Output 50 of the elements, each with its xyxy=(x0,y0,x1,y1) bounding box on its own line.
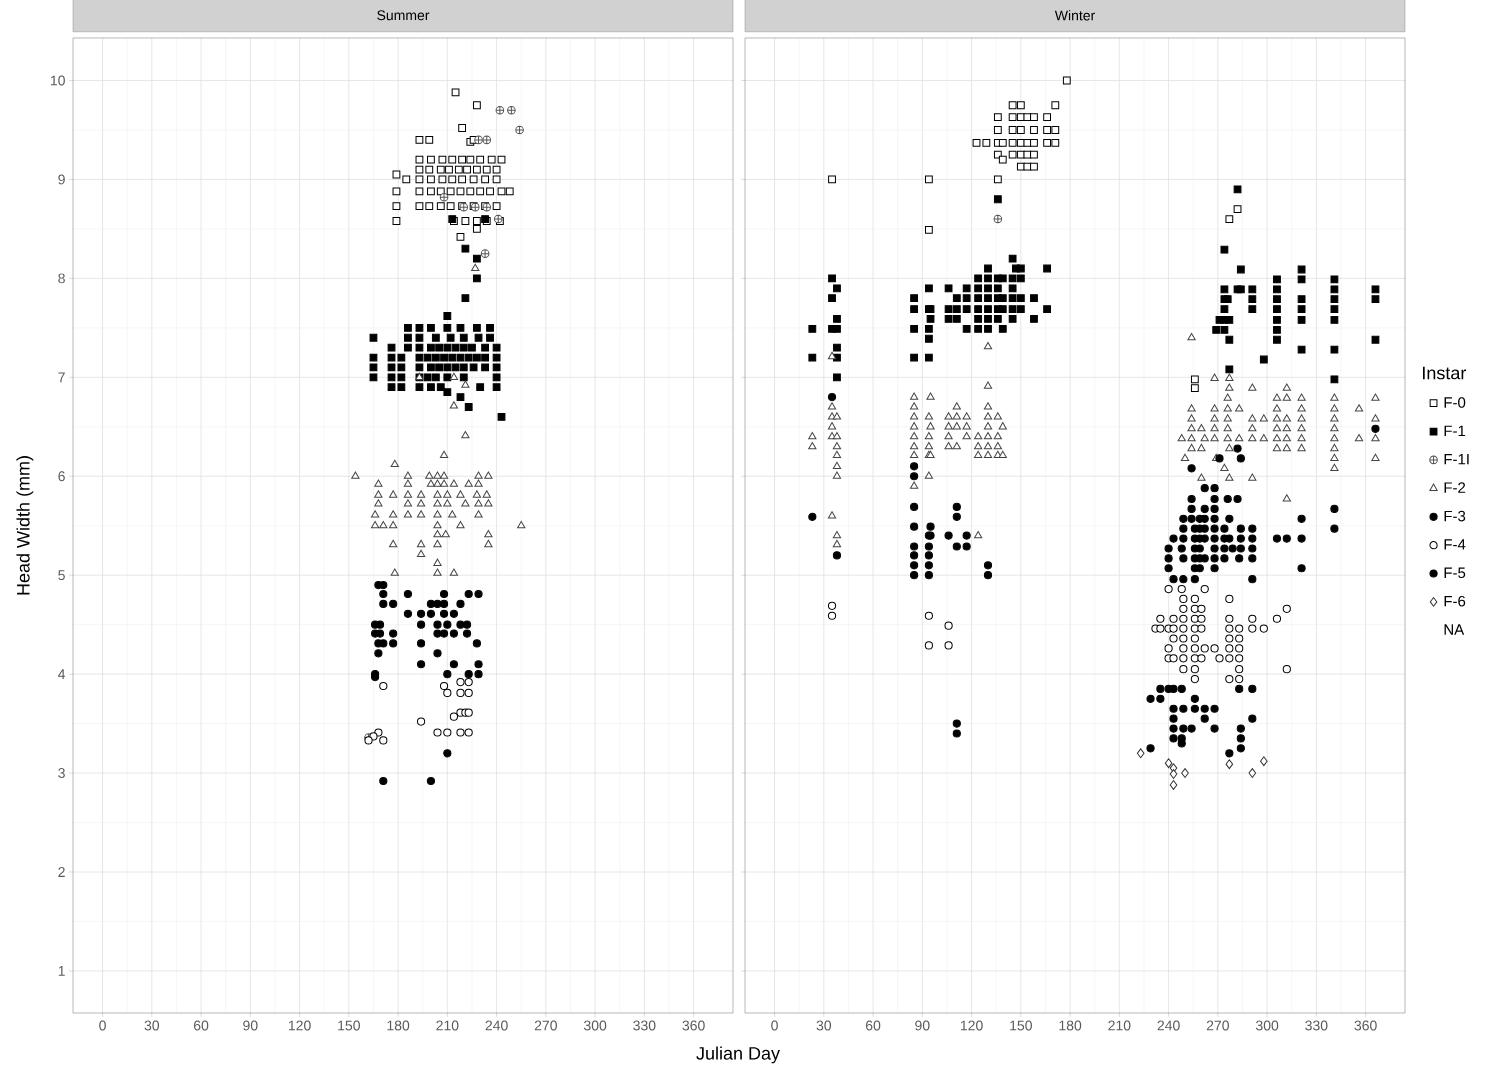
x-tick-label: 180 xyxy=(1059,1020,1082,1031)
legend-label: F-1I xyxy=(1444,453,1469,465)
legend-title: Instar xyxy=(1423,366,1467,380)
x-tick-label: 330 xyxy=(1305,1020,1328,1031)
y-tick-label: 6 xyxy=(58,471,65,482)
y-tick-label: 3 xyxy=(58,768,65,779)
legend-label: F-2 xyxy=(1444,482,1466,493)
x-tick-label: 210 xyxy=(1108,1020,1131,1031)
legend-label: F-0 xyxy=(1444,397,1466,408)
y-tick-label: 1 xyxy=(58,966,65,976)
x-tick-label: 120 xyxy=(960,1020,983,1031)
text: NA xyxy=(1444,624,1465,635)
x-tick-label: 0 xyxy=(99,1020,106,1031)
y-axis-title: Head Width (mm) xyxy=(16,456,34,595)
x-tick-label: 30 xyxy=(816,1020,832,1031)
x-tick-label: 360 xyxy=(1354,1020,1377,1031)
x-tick-label: 120 xyxy=(288,1020,311,1031)
legend-label: F-6 xyxy=(1444,595,1466,607)
x-tick-label: 210 xyxy=(436,1020,459,1031)
x-tick-label: 180 xyxy=(387,1020,410,1031)
chart-title: Summer xyxy=(377,10,430,21)
y-tick-label: 8 xyxy=(58,273,65,284)
x-tick-label: 150 xyxy=(1010,1020,1032,1031)
y-tick-label: 2 xyxy=(58,867,65,877)
y-tick-label: 10 xyxy=(50,75,65,86)
legend-label: F-4 xyxy=(1444,539,1466,550)
x-tick-label: 300 xyxy=(583,1020,607,1031)
x-tick-label: 360 xyxy=(682,1020,705,1031)
x-tick-label: 270 xyxy=(1206,1020,1229,1031)
x-tick-label: 300 xyxy=(1255,1020,1279,1031)
x-tick-label: 270 xyxy=(534,1020,557,1031)
y-tick-label: 7 xyxy=(58,372,65,383)
chart-title: Winter xyxy=(1054,10,1096,21)
x-tick-label: 60 xyxy=(193,1020,209,1031)
x-tick-label: 90 xyxy=(915,1020,930,1031)
x-tick-label: 90 xyxy=(243,1020,258,1031)
y-tick-label: 9 xyxy=(58,174,65,185)
x-tick-label: 150 xyxy=(338,1020,360,1031)
x-tick-label: 0 xyxy=(771,1020,778,1031)
legend-label: F-5 xyxy=(1444,567,1466,579)
y-tick-label: 4 xyxy=(58,669,66,679)
legend-label: F-3 xyxy=(1444,510,1466,522)
legend-label: F-1 xyxy=(1444,425,1466,436)
x-tick-label: 60 xyxy=(865,1020,881,1031)
y-tick-label: 5 xyxy=(58,570,65,581)
x-tick-label: 30 xyxy=(144,1020,160,1031)
x-tick-label: 240 xyxy=(485,1020,508,1031)
x-tick-label: 330 xyxy=(633,1020,656,1031)
x-tick-label: 240 xyxy=(1157,1020,1180,1031)
x-axis-title: Julian Day xyxy=(696,1046,780,1064)
